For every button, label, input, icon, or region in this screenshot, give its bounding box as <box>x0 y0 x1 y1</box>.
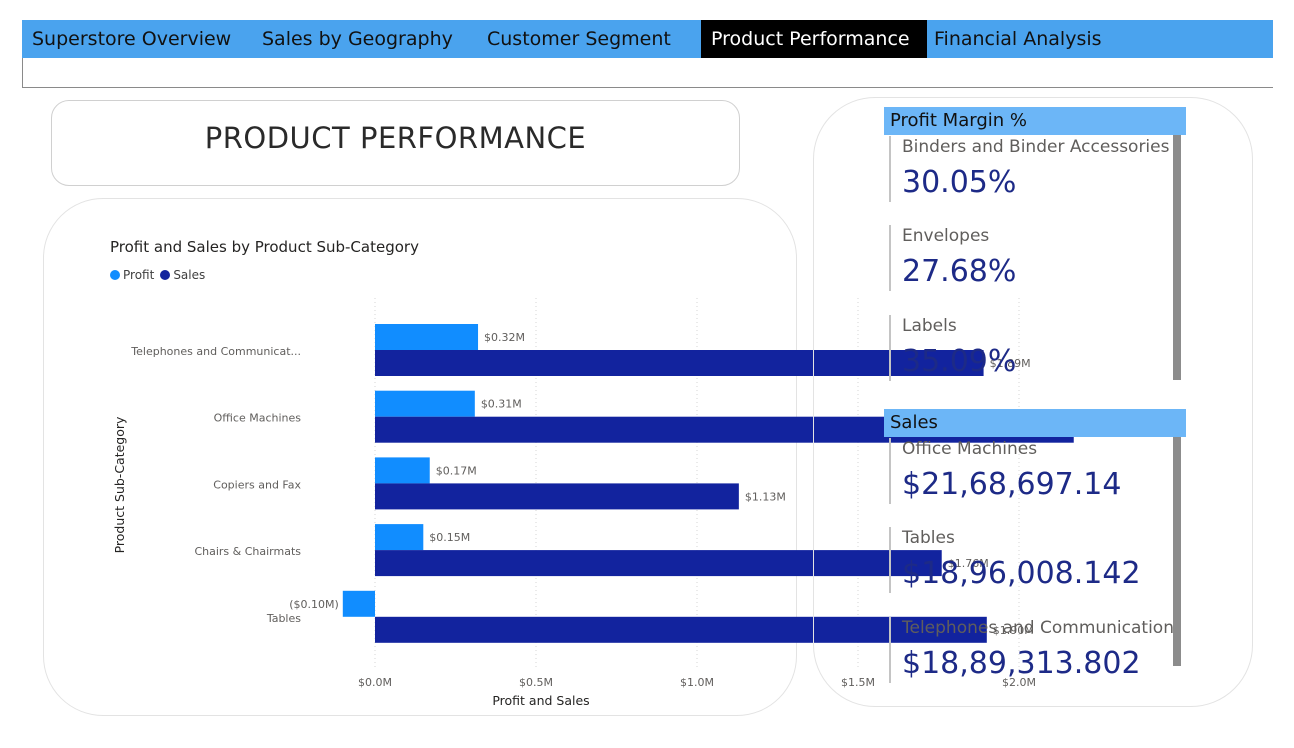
profit-margin-kpi: Labels 35.09% <box>889 315 1016 381</box>
x-tick-label: $0.0M <box>358 676 392 689</box>
data-label: $1.90M <box>993 624 1034 637</box>
bar-sales[interactable] <box>375 550 942 577</box>
kpi-label: Telephones and Communication <box>902 618 1174 638</box>
x-axis-title: Profit and Sales <box>492 693 589 708</box>
category-label: Telephones and Communicat... <box>130 345 301 358</box>
bar-sales[interactable] <box>375 350 984 376</box>
legend-entry-sales[interactable]: Sales <box>160 268 205 282</box>
bar-profit[interactable] <box>375 524 424 551</box>
bar-profit[interactable] <box>375 457 430 484</box>
data-label: $1.89M <box>990 357 1031 370</box>
sales-kpi: Tables $18,96,008.142 <box>889 527 1141 593</box>
bar-sales[interactable] <box>375 616 987 643</box>
legend-label-profit: Profit <box>123 268 155 282</box>
category-label: Copiers and Fax <box>213 478 301 491</box>
category-label: Office Machines <box>214 412 302 425</box>
data-label: $0.31M <box>481 398 522 411</box>
kpi-value: 35.09% <box>902 344 1017 379</box>
kpi-label: Binders and Binder Accessories <box>902 137 1170 157</box>
kpi-value: $21,68,697.14 <box>902 467 1122 502</box>
page-title-card: PRODUCT PERFORMANCE <box>51 100 740 186</box>
tab-financial-analysis[interactable]: Financial Analysis <box>934 28 1102 50</box>
chart-card <box>43 198 797 716</box>
tab-superstore-overview[interactable]: Superstore Overview <box>32 28 232 50</box>
profit-margin-scrollbar[interactable] <box>1173 135 1181 380</box>
sales-kpi: Office Machines $21,68,697.14 <box>889 438 1121 504</box>
kpi-value: $18,96,008.142 <box>902 556 1141 591</box>
kpi-label: Labels <box>902 316 957 336</box>
chart-title: Profit and Sales by Product Sub-Category <box>110 238 419 256</box>
profit-margin-header: Profit Margin % <box>884 107 1186 135</box>
x-tick-label: $0.5M <box>519 676 553 689</box>
sales-header: Sales <box>884 409 1186 437</box>
data-label: $1.76M <box>948 557 989 570</box>
chart-legend: Profit Sales <box>110 268 211 282</box>
kpi-card <box>813 97 1253 707</box>
data-label: $0.15M <box>429 531 470 544</box>
kpi-label: Tables <box>902 528 955 548</box>
legend-dot-profit <box>110 270 120 280</box>
tab-content-strip <box>22 58 1273 88</box>
tab-product-performance[interactable]: Product Performance <box>701 20 927 58</box>
category-label: Tables <box>266 612 301 625</box>
x-tick-label: $2.0M <box>1002 676 1036 689</box>
legend-label-sales: Sales <box>173 268 206 282</box>
kpi-label: Envelopes <box>902 226 990 246</box>
y-axis-title: Product Sub-Category <box>112 416 127 553</box>
sales-scrollbar[interactable] <box>1173 437 1181 666</box>
data-label: $1.13M <box>745 490 786 503</box>
profit-margin-kpi: Binders and Binder Accessories 30.05% <box>889 136 1169 202</box>
legend-entry-profit[interactable]: Profit <box>110 268 154 282</box>
page-title: PRODUCT PERFORMANCE <box>204 121 587 155</box>
legend-dot-sales <box>160 270 171 280</box>
profit-margin-kpi: Envelopes 27.68% <box>889 225 1016 291</box>
bar-profit[interactable] <box>375 390 475 417</box>
tab-bar: Superstore Overview Sales by Geography C… <box>22 20 1273 58</box>
data-label: $0.32M <box>484 331 525 344</box>
kpi-label: Office Machines <box>902 439 1038 459</box>
kpi-value: 30.05% <box>902 165 1017 200</box>
bar-profit[interactable] <box>342 590 375 617</box>
tab-sales-by-geography[interactable]: Sales by Geography <box>262 28 453 50</box>
sales-kpi: Telephones and Communication $18,89,313.… <box>889 617 1174 683</box>
data-label: ($0.10M) <box>289 598 339 611</box>
bar-sales[interactable] <box>375 483 739 510</box>
x-tick-label: $1.0M <box>680 676 714 689</box>
bar-profit[interactable] <box>375 324 479 350</box>
data-label: $0.17M <box>436 464 477 477</box>
kpi-value: 27.68% <box>902 254 1017 289</box>
category-label: Chairs & Chairmats <box>194 545 301 558</box>
tab-customer-segment[interactable]: Customer Segment <box>487 28 671 50</box>
kpi-value: $18,89,313.802 <box>902 646 1141 681</box>
